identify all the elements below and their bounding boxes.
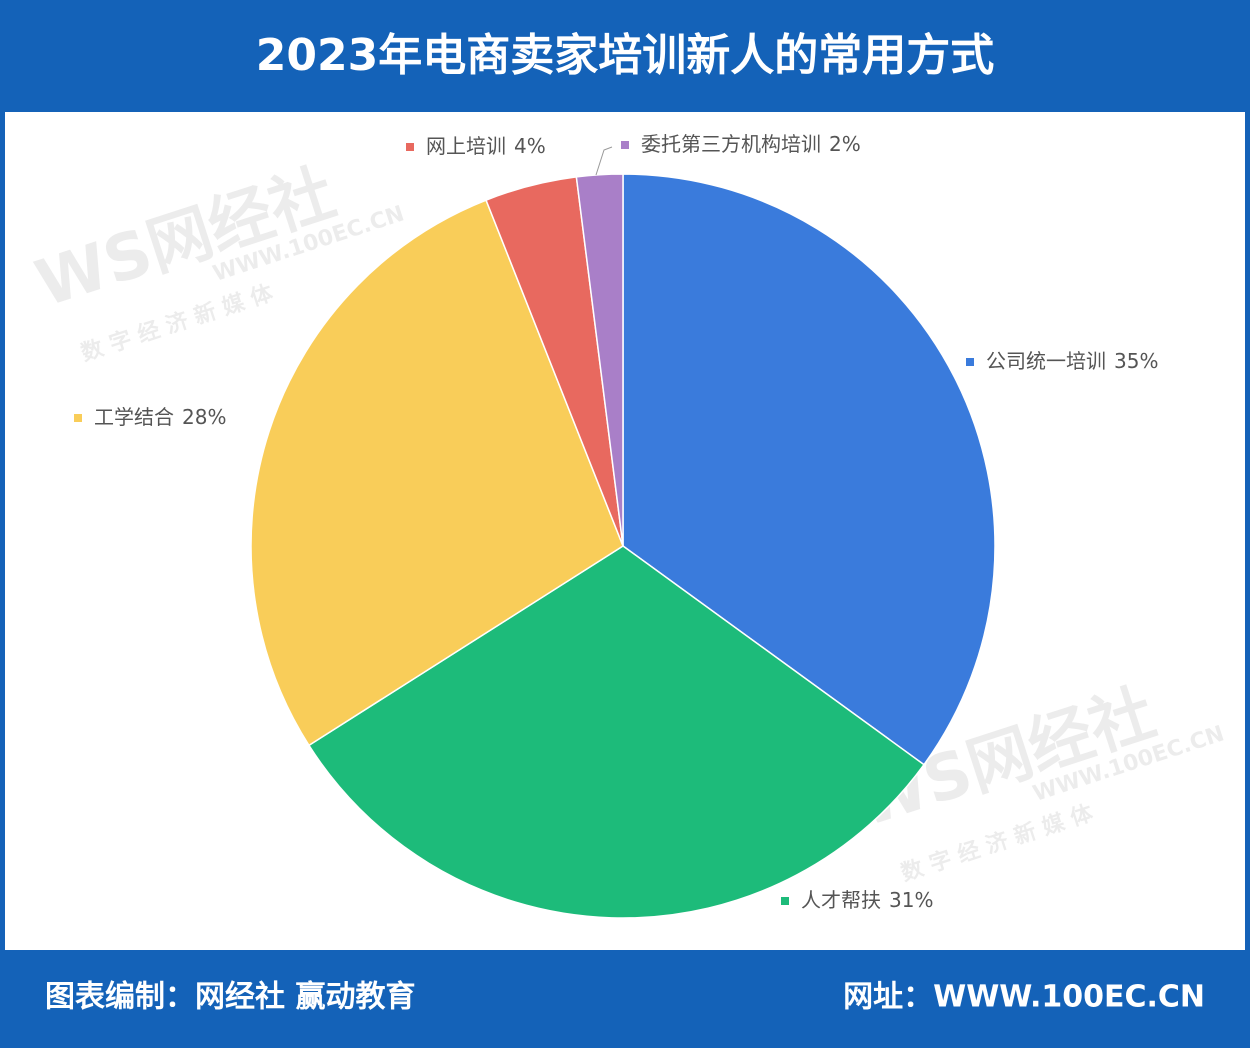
value-label: 4% [514,134,546,158]
data-label: 公司统一培训 35% [986,349,1158,373]
legend-marker [781,897,789,905]
data-label: 工学结合 28% [94,405,226,429]
data-label: 网上培训 4% [426,134,546,158]
category-label: 网上培训 [426,134,506,158]
category-label: 公司统一培训 [986,349,1106,373]
pie-slice [622,173,996,766]
footer-left: 图表编制：网经社 赢动教育 [45,980,415,1015]
value-label: 35% [1114,349,1158,373]
labels: 公司统一培训 35% 人才帮扶 31% 工学结合 28% 网上培训 4% 委托第三方机构培训 2% [74,132,1158,912]
category-label: 委托第三方机构培训 [641,132,821,156]
data-label: 委托第三方机构培训 2% [641,132,861,156]
legend-marker [621,141,629,149]
data-label: 人才帮扶 31% [801,888,933,912]
pie-slice [575,173,624,547]
pie [250,173,996,919]
value-label: 28% [182,405,226,429]
value-label: 2% [829,132,861,156]
chart-title: 2023年电商卖家培训新人的常用方式 [256,30,994,81]
legend-marker [406,143,414,151]
pie-slice [307,545,926,919]
category-label: 工学结合 [94,405,174,429]
legend-marker [966,358,974,366]
leader-line [595,146,613,176]
value-label: 31% [889,888,933,912]
category-label: 人才帮扶 [801,888,881,912]
pie-slice [250,199,624,747]
legend-marker [74,414,82,422]
footer-right: 网址：WWW.100EC.CN [843,980,1205,1015]
